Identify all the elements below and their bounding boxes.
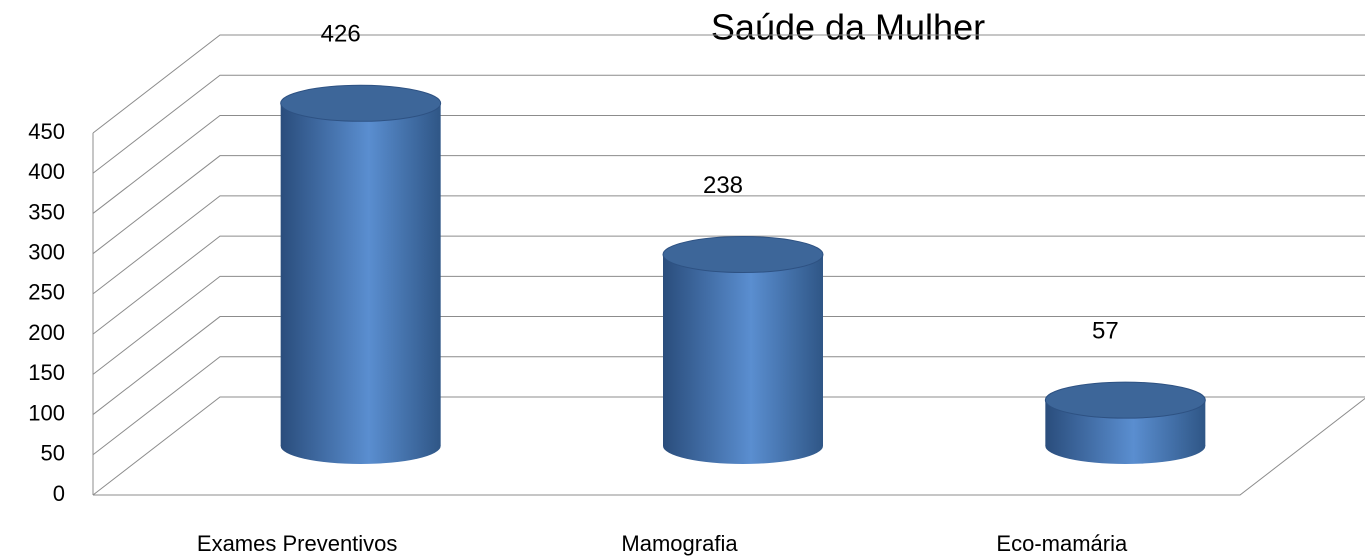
y-tick-label: 100	[28, 400, 65, 425]
data-label: 426	[321, 21, 361, 48]
bar-top	[280, 84, 442, 122]
grid-line	[92, 396, 1365, 496]
y-tick-label: 250	[28, 280, 65, 305]
grid-line	[92, 356, 1365, 456]
grid-line	[92, 316, 1365, 415]
y-tick-label: 300	[28, 239, 65, 264]
bar-top	[1044, 381, 1206, 419]
floor	[93, 397, 1365, 496]
bar	[280, 103, 441, 446]
data-label: 57	[1092, 317, 1119, 344]
data-label: 238	[703, 172, 743, 199]
grid-line	[92, 155, 1365, 255]
grid-line	[92, 195, 1365, 295]
bar-top	[662, 236, 824, 274]
x-tick-label: Eco-mamária	[996, 531, 1128, 556]
y-tick-label: 0	[53, 481, 65, 506]
y-tick-label: 50	[41, 441, 65, 466]
bar	[663, 254, 823, 446]
grid-line	[92, 74, 1365, 174]
y-tick-label: 400	[28, 159, 65, 184]
y-tick-label: 200	[28, 320, 65, 345]
chart-title: Saúde da Mulher	[711, 7, 985, 48]
x-tick-label: Exames Preventivos	[197, 531, 398, 556]
grid-line	[92, 275, 1365, 375]
y-tick-label: 350	[28, 199, 65, 224]
grid-line	[92, 114, 1365, 214]
x-tick-label: Mamografia	[621, 531, 738, 556]
grid-line	[92, 34, 1365, 134]
y-tick-label: 150	[28, 360, 65, 385]
grid-line	[92, 235, 1365, 335]
y-tick-label: 450	[28, 119, 65, 144]
